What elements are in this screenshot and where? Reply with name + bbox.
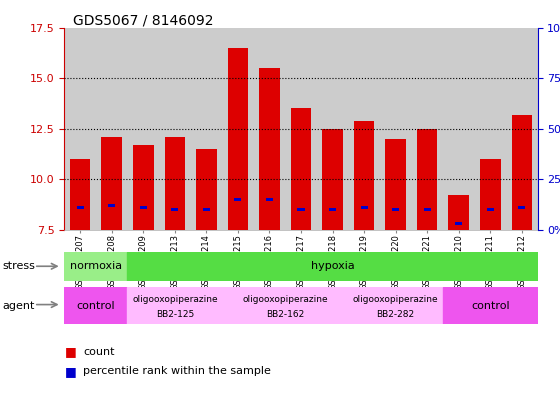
Bar: [203, 208, 210, 211]
Bar: [70, 159, 90, 230]
Bar: [285, 28, 317, 230]
Text: control: control: [77, 301, 115, 310]
Bar: [455, 222, 463, 225]
Bar: [348, 287, 443, 324]
Bar: [259, 68, 279, 230]
Bar: [323, 129, 343, 230]
Bar: [190, 28, 222, 230]
Bar: [77, 206, 84, 209]
Text: BB2-282: BB2-282: [376, 310, 415, 320]
Bar: [254, 28, 285, 230]
Bar: [128, 252, 538, 281]
Bar: [329, 208, 336, 211]
Bar: [128, 287, 222, 324]
Bar: [234, 198, 241, 201]
Bar: [443, 28, 474, 230]
Bar: [64, 28, 96, 230]
Bar: [512, 114, 532, 230]
Bar: [354, 121, 374, 230]
Text: BB2-162: BB2-162: [266, 310, 304, 320]
Bar: [297, 208, 305, 211]
Text: ■: ■: [64, 345, 76, 358]
Bar: [139, 206, 147, 209]
Bar: [128, 28, 159, 230]
Bar: [317, 28, 348, 230]
Text: oligooxopiperazine: oligooxopiperazine: [353, 296, 438, 305]
Text: normoxia: normoxia: [70, 261, 122, 271]
Bar: [165, 137, 185, 230]
Bar: [266, 198, 273, 201]
Bar: [348, 28, 380, 230]
Bar: [449, 195, 469, 230]
Bar: [196, 149, 217, 230]
Bar: [64, 287, 128, 324]
Text: oligooxopiperazine: oligooxopiperazine: [242, 296, 328, 305]
Bar: [487, 208, 494, 211]
Bar: [392, 208, 399, 211]
Bar: [96, 28, 128, 230]
Text: control: control: [471, 301, 510, 310]
Text: GDS5067 / 8146092: GDS5067 / 8146092: [73, 14, 213, 28]
Bar: [474, 28, 506, 230]
Bar: [222, 28, 254, 230]
Bar: [171, 208, 179, 211]
Bar: [417, 129, 437, 230]
Text: percentile rank within the sample: percentile rank within the sample: [83, 366, 270, 376]
Bar: [518, 206, 525, 209]
Bar: [291, 108, 311, 230]
Bar: [159, 28, 190, 230]
Bar: [133, 145, 153, 230]
Bar: [385, 139, 406, 230]
Bar: [64, 252, 128, 281]
Bar: [380, 28, 412, 230]
Text: BB2-125: BB2-125: [156, 310, 194, 320]
Bar: [101, 137, 122, 230]
Bar: [480, 159, 501, 230]
Bar: [423, 208, 431, 211]
Bar: [108, 204, 115, 207]
Bar: [506, 28, 538, 230]
Bar: [361, 206, 368, 209]
Text: oligooxopiperazine: oligooxopiperazine: [132, 296, 218, 305]
Bar: [222, 287, 348, 324]
Text: agent: agent: [3, 301, 35, 310]
Text: count: count: [83, 347, 114, 357]
Bar: [412, 28, 443, 230]
Text: hypoxia: hypoxia: [311, 261, 354, 271]
Text: stress: stress: [3, 261, 36, 271]
Bar: [228, 48, 248, 230]
Bar: [443, 287, 538, 324]
Text: ■: ■: [64, 365, 76, 378]
